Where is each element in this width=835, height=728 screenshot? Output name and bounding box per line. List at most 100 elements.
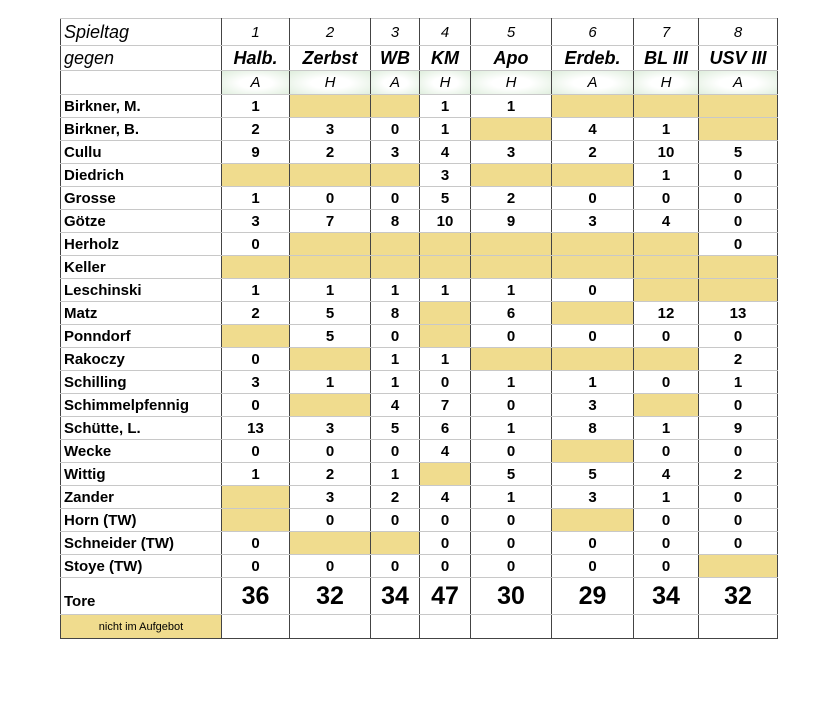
not-in-squad-cell bbox=[698, 94, 778, 118]
not-in-squad-cell bbox=[221, 255, 290, 279]
goals-cell: 7 bbox=[289, 209, 371, 233]
total-goals: 34 bbox=[370, 577, 420, 615]
not-in-squad-cell bbox=[289, 347, 371, 371]
player-name: Rakoczy bbox=[60, 347, 222, 371]
player-name: Diedrich bbox=[60, 163, 222, 187]
player-name: Schilling bbox=[60, 370, 222, 394]
not-in-squad-cell bbox=[370, 232, 420, 256]
opponent-name: BL III bbox=[633, 45, 699, 71]
player-name: Schimmelpfennig bbox=[60, 393, 222, 417]
goals-cell: 1 bbox=[419, 278, 471, 302]
not-in-squad-cell bbox=[633, 393, 699, 417]
goals-cell: 1 bbox=[419, 117, 471, 141]
table-row: Birkner, M. 1 1 1 bbox=[60, 94, 778, 118]
empty-cell bbox=[698, 614, 778, 639]
player-name: Matz bbox=[60, 301, 222, 325]
goals-cell: 8 bbox=[370, 209, 420, 233]
home-away-indicator: A bbox=[370, 70, 420, 95]
goals-cell: 8 bbox=[370, 301, 420, 325]
goals-cell: 0 bbox=[698, 209, 778, 233]
goals-cell: 0 bbox=[633, 439, 699, 463]
goals-cell: 3 bbox=[289, 485, 371, 509]
player-name: Wittig bbox=[60, 462, 222, 486]
not-in-squad-cell bbox=[370, 255, 420, 279]
goals-cell: 0 bbox=[551, 278, 634, 302]
opponent-name: KM bbox=[419, 45, 471, 71]
goals-cell: 1 bbox=[633, 485, 699, 509]
table-row: Birkner, B. 2 3 0 1 4 1 bbox=[60, 117, 778, 141]
player-name: Grosse bbox=[60, 186, 222, 210]
goals-cell: 3 bbox=[289, 416, 371, 440]
player-name: Horn (TW) bbox=[60, 508, 222, 532]
empty-cell bbox=[370, 614, 420, 639]
opponent-name: Apo bbox=[470, 45, 552, 71]
goals-cell: 0 bbox=[221, 554, 290, 578]
opponent-row: gegen Halb. Zerbst WB KM Apo Erdeb. BL III USV I… bbox=[60, 45, 778, 71]
not-in-squad-cell bbox=[289, 163, 371, 187]
goals-cell: 7 bbox=[419, 393, 471, 417]
goals-cell: 4 bbox=[419, 140, 471, 164]
not-in-squad-cell bbox=[289, 531, 371, 555]
goals-cell: 9 bbox=[470, 209, 552, 233]
home-away-indicator: H bbox=[470, 70, 552, 95]
not-in-squad-cell bbox=[289, 255, 371, 279]
goals-cell: 0 bbox=[551, 324, 634, 348]
not-in-squad-cell bbox=[370, 94, 420, 118]
total-goals: 47 bbox=[419, 577, 471, 615]
goals-cell: 6 bbox=[419, 416, 471, 440]
spieltag-number: 3 bbox=[370, 18, 420, 46]
player-name: Schütte, L. bbox=[60, 416, 222, 440]
goals-cell: 0 bbox=[370, 439, 420, 463]
goals-cell: 13 bbox=[221, 416, 290, 440]
goals-cell: 1 bbox=[633, 416, 699, 440]
goals-cell: 0 bbox=[221, 531, 290, 555]
goals-table: Spieltag 1 2 3 4 5 6 7 8 gegen Halb. Zerbst WB KM Apo E… bbox=[60, 18, 778, 639]
goals-cell: 0 bbox=[419, 370, 471, 394]
not-in-squad-cell bbox=[551, 94, 634, 118]
player-name: Wecke bbox=[60, 439, 222, 463]
goals-cell: 9 bbox=[221, 140, 290, 164]
goals-cell: 1 bbox=[221, 278, 290, 302]
table-row: Grosse 1 0 0 5 2 0 0 0 bbox=[60, 186, 778, 210]
goals-cell: 0 bbox=[370, 117, 420, 141]
not-in-squad-cell bbox=[470, 255, 552, 279]
goals-cell: 1 bbox=[551, 370, 634, 394]
not-in-squad-cell bbox=[633, 347, 699, 371]
goals-cell: 1 bbox=[633, 117, 699, 141]
not-in-squad-cell bbox=[698, 255, 778, 279]
not-in-squad-cell bbox=[698, 117, 778, 141]
goals-cell: 0 bbox=[370, 324, 420, 348]
goals-cell: 2 bbox=[470, 186, 552, 210]
total-goals: 32 bbox=[289, 577, 371, 615]
goals-cell: 0 bbox=[370, 554, 420, 578]
table-row: Schilling 3 1 1 0 1 1 0 1 bbox=[60, 370, 778, 394]
not-in-squad-cell bbox=[419, 462, 471, 486]
spieltag-number: 6 bbox=[551, 18, 634, 46]
spieltag-number: 5 bbox=[470, 18, 552, 46]
goals-cell: 10 bbox=[419, 209, 471, 233]
empty-cell bbox=[470, 614, 552, 639]
goals-cell: 0 bbox=[470, 531, 552, 555]
goals-cell: 2 bbox=[698, 462, 778, 486]
total-goals: 29 bbox=[551, 577, 634, 615]
goals-cell: 12 bbox=[633, 301, 699, 325]
opponent-name: Erdeb. bbox=[551, 45, 634, 71]
not-in-squad-cell bbox=[221, 485, 290, 509]
goals-cell: 3 bbox=[419, 163, 471, 187]
goals-cell: 0 bbox=[419, 508, 471, 532]
goals-cell: 1 bbox=[419, 347, 471, 371]
goals-cell: 0 bbox=[221, 232, 290, 256]
table-row: Cullu 9 2 3 4 3 2 10 5 bbox=[60, 140, 778, 164]
goals-cell: 0 bbox=[633, 508, 699, 532]
not-in-squad-cell bbox=[551, 163, 634, 187]
table-row: Matz 2 5 8 6 12 13 bbox=[60, 301, 778, 325]
goals-cell: 3 bbox=[551, 393, 634, 417]
goals-cell: 4 bbox=[419, 485, 471, 509]
home-away-indicator: A bbox=[551, 70, 634, 95]
not-in-squad-cell bbox=[221, 163, 290, 187]
empty-cell bbox=[221, 614, 290, 639]
goals-cell: 0 bbox=[698, 163, 778, 187]
table-row: Zander 3 2 4 1 3 1 0 bbox=[60, 485, 778, 509]
goals-cell: 0 bbox=[470, 393, 552, 417]
table-row: Leschinski 1 1 1 1 1 0 bbox=[60, 278, 778, 302]
